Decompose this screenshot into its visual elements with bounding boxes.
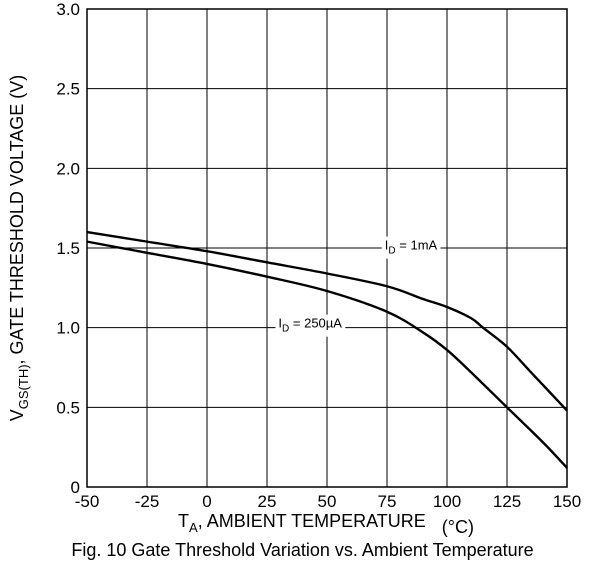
threshold-chart: ID = 1mA ID = 250µA -50 -25 0 25 50 75 100 125 15…	[7, 0, 581, 537]
x-tick-label: 150	[553, 492, 581, 511]
y-tick-label: 0	[71, 478, 80, 497]
plot-frame	[86, 8, 568, 488]
series-label-0: ID = 1mA	[385, 238, 438, 257]
figure-caption: Fig. 10 Gate Threshold Variation vs. Amb…	[71, 540, 534, 560]
x-tick-label: -25	[135, 492, 160, 511]
x-tick-labels: -50 -25 0 25 50 75 100 125 150	[75, 492, 581, 511]
y-tick-label: 2.0	[56, 159, 80, 178]
x-tick-label: -50	[75, 492, 100, 511]
chart-annotations: ID = 1mA ID = 250µA	[275, 236, 441, 337]
chart-grid	[86, 8, 568, 488]
x-axis-label: TA, AMBIENT TEMPERATURE (°C)	[178, 511, 474, 537]
y-tick-label: 1.5	[56, 239, 80, 258]
series-line-1	[86, 240, 568, 469]
series-line-0	[86, 230, 568, 412]
y-tick-labels: 0 0.5 1.0 1.5 2.0 2.5 3.0	[56, 0, 80, 497]
series-label-bg	[275, 314, 346, 337]
chart-series	[86, 230, 568, 469]
x-tick-label: 125	[493, 492, 521, 511]
y-tick-label: 2.5	[56, 80, 80, 99]
series-label-bg	[381, 236, 441, 259]
y-tick-label: 3.0	[56, 0, 80, 19]
y-tick-label: 0.5	[56, 398, 80, 417]
x-tick-label: 50	[318, 492, 337, 511]
y-axis-label: VGS(TH), GATE THRESHOLD VOLTAGE (V)	[7, 75, 31, 422]
x-tick-label: 25	[258, 492, 277, 511]
x-tick-label: 0	[202, 492, 211, 511]
x-tick-label: 75	[378, 492, 397, 511]
x-tick-label: 100	[433, 492, 461, 511]
y-tick-label: 1.0	[56, 319, 80, 338]
series-label-1: ID = 250µA	[278, 316, 342, 335]
